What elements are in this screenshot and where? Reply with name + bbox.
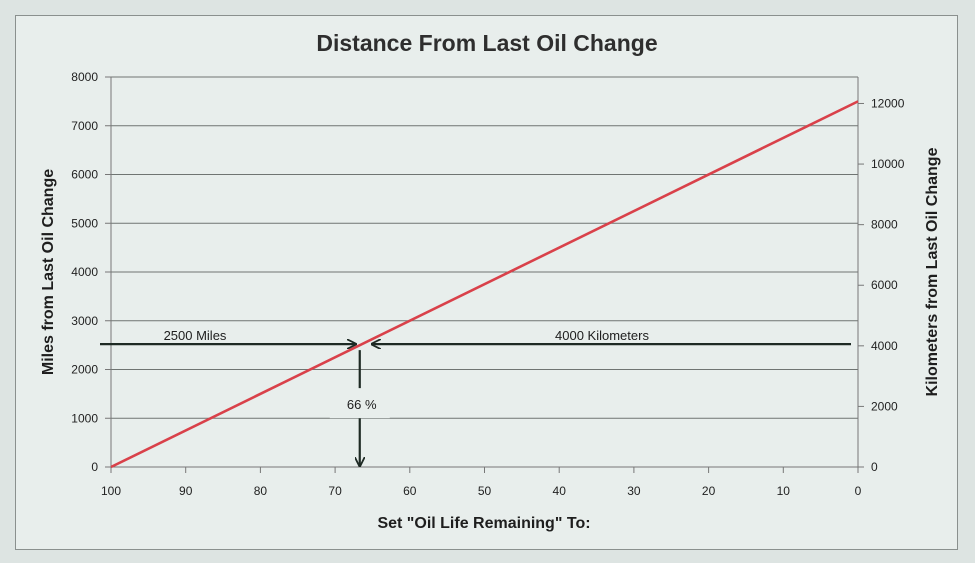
y2-tick-label: 12000 [871,96,905,110]
y-tick-label: 6000 [71,168,98,182]
x-tick-label: 100 [101,484,121,498]
x-tick-label: 90 [179,484,193,498]
annotations: 2500 Miles 4000 Kilometers 66 % [100,328,851,466]
y2-tick-label: 4000 [871,339,898,353]
y-axis-title: Miles from Last Oil Change [40,169,57,375]
x-tick-label: 40 [553,484,567,498]
y-tick-label: 0 [91,460,98,474]
y-tick-label: 4000 [71,265,98,279]
y-axis-ticks: 0 1000 2000 3000 4000 5000 6000 7000 8000 [71,70,111,474]
x-axis-title: Set "Oil Life Remaining" To: [377,515,590,532]
y2-tick-label: 2000 [871,399,898,413]
y2-tick-label: 10000 [871,157,905,171]
x-tick-label: 30 [627,484,641,498]
x-axis-ticks: 100 90 80 70 60 50 40 30 20 10 0 [101,467,862,498]
chart-title: Distance From Last Oil Change [316,30,657,56]
y-tick-label: 8000 [71,70,98,84]
miles-label: 2500 Miles [164,328,227,343]
y-tick-label: 5000 [71,216,98,230]
y2-tick-label: 0 [871,460,878,474]
y2-tick-label: 8000 [871,218,898,232]
x-tick-label: 50 [478,484,492,498]
y-tick-label: 3000 [71,314,98,328]
x-tick-label: 0 [855,484,862,498]
series-line-miles [110,100,859,469]
y2-axis-ticks: 0 2000 4000 6000 8000 10000 12000 [858,96,905,474]
x-tick-label: 80 [254,484,268,498]
y2-tick-label: 6000 [871,278,898,292]
y2-axis-title: Kilometers from Last Oil Change [924,147,941,396]
percent-label: 66 % [347,397,377,412]
percent-label-bg [329,390,390,419]
x-tick-label: 20 [702,484,716,498]
x-tick-label: 60 [403,484,417,498]
y-tick-label: 7000 [71,119,98,133]
x-tick-label: 10 [777,484,791,498]
km-label: 4000 Kilometers [555,328,649,343]
series-group [110,100,859,469]
y-tick-label: 2000 [71,363,98,377]
x-tick-label: 70 [328,484,342,498]
y-tick-label: 1000 [71,411,98,425]
gridlines [111,76,858,419]
